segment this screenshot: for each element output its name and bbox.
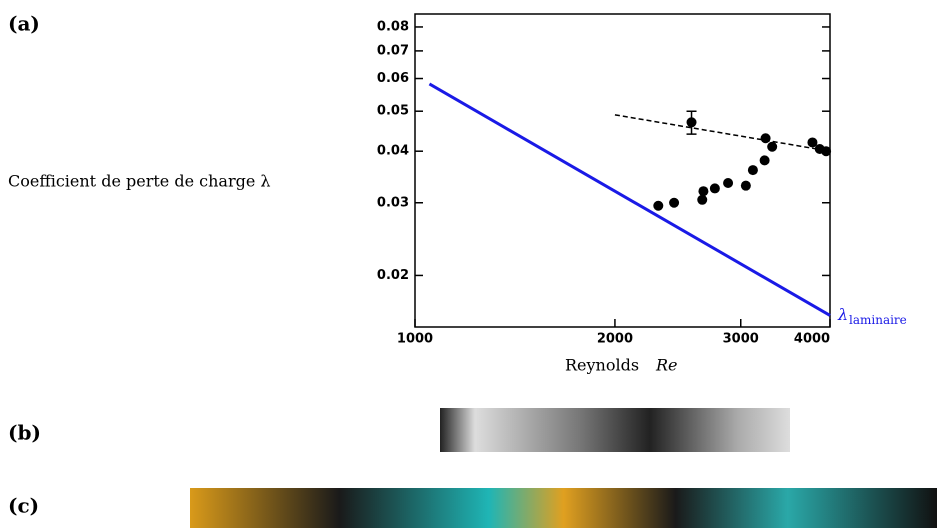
simulation-image [190, 488, 937, 528]
y-tick-label: 0.05 [377, 104, 409, 119]
line-label: laminaire [849, 313, 907, 327]
x-axis-label: Re [655, 356, 678, 375]
pipe-image [440, 408, 790, 452]
x-tick-label: 3000 [723, 332, 759, 347]
panel-label: (a) [8, 12, 40, 36]
panel-label: (c) [8, 494, 39, 518]
data-point [759, 155, 770, 166]
data-point [709, 183, 720, 194]
data-point [760, 133, 771, 144]
y-tick-label: 0.08 [377, 19, 409, 34]
x-tick-label: 1000 [397, 332, 433, 347]
x-tick-label: 4000 [794, 332, 830, 347]
data-point [686, 117, 697, 128]
line-label: λ [837, 305, 848, 324]
y-tick-label: 0.02 [377, 268, 409, 283]
data-point [653, 200, 664, 211]
data-point [697, 194, 708, 205]
y-tick-label: 0.04 [377, 144, 409, 159]
plot-frame [414, 13, 831, 328]
data-point [767, 141, 778, 152]
y-axis-label: Coefficient de perte de charge λ [8, 172, 271, 191]
laminar-line [428, 82, 831, 317]
y-tick-label: 0.06 [377, 71, 409, 86]
x-tick-label: 2000 [597, 332, 633, 347]
panel-label: (b) [8, 421, 41, 445]
data-point [747, 165, 758, 176]
fit-line [614, 114, 831, 152]
y-tick-label: 0.07 [377, 43, 409, 58]
data-point [698, 186, 709, 197]
y-tick-label: 0.03 [377, 195, 409, 210]
x-axis-label: Reynolds [565, 356, 639, 375]
data-point [807, 137, 818, 148]
data-point [669, 197, 680, 208]
data-point [723, 177, 734, 188]
data-point [740, 180, 751, 191]
data-point [821, 146, 832, 157]
